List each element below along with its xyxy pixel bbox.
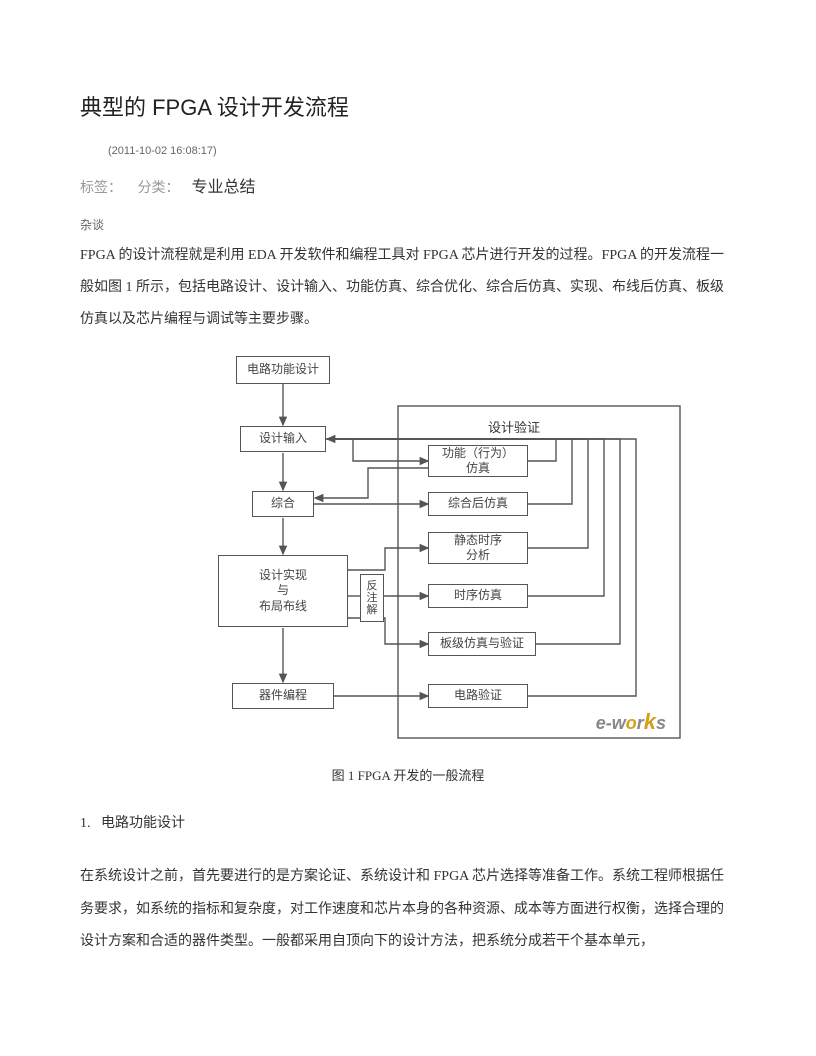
figure-caption: 图 1 FPGA 开发的一般流程 — [80, 766, 736, 787]
intro-paragraph: FPGA 的设计流程就是利用 EDA 开发软件和编程工具对 FPGA 芯片进行开… — [80, 240, 736, 337]
node-programming: 器件编程 — [232, 683, 334, 709]
node-board-sim: 板级仿真与验证 — [428, 632, 536, 656]
node-timing-sim: 时序仿真 — [428, 584, 528, 608]
node-post-synth-sim: 综合后仿真 — [428, 492, 528, 516]
verify-title: 设计验证 — [488, 418, 540, 439]
node-design-input: 设计输入 — [240, 426, 326, 452]
category-label: 分类： — [138, 179, 180, 195]
tag-label: 标签： — [80, 179, 122, 195]
node-implementation: 设计实现 与 布局布线 — [218, 555, 348, 627]
meta-row: 标签： 分类： 专业总结 — [80, 175, 736, 201]
node-circuit-verify: 电路验证 — [428, 684, 528, 708]
flowchart-figure: 电路功能设计 设计输入 综合 设计实现 与 布局布线 器件编程 反 注 解 设计… — [128, 348, 688, 748]
node-static-timing: 静态时序 分析 — [428, 532, 528, 564]
category-value: 专业总结 — [191, 179, 255, 196]
node-synthesis: 综合 — [252, 491, 314, 517]
node-func-sim: 功能（行为） 仿真 — [428, 445, 528, 477]
post-timestamp: (2011-10-02 16:08:17) — [108, 143, 736, 161]
flowchart-lines — [128, 348, 688, 748]
section-title: 电路功能设计 — [101, 816, 185, 831]
node-back-annotate: 反 注 解 — [360, 574, 384, 622]
page-title: 典型的 FPGA 设计开发流程 — [80, 90, 736, 125]
small-tag: 杂谈 — [80, 216, 736, 235]
body-paragraph: 在系统设计之前，首先要进行的是方案论证、系统设计和 FPGA 芯片选择等准备工作… — [80, 861, 736, 958]
watermark: e-works — [596, 704, 666, 739]
node-circuit-design: 电路功能设计 — [236, 356, 330, 384]
section-heading: 1. 电路功能设计 — [80, 813, 736, 835]
section-number: 1. — [80, 816, 91, 831]
